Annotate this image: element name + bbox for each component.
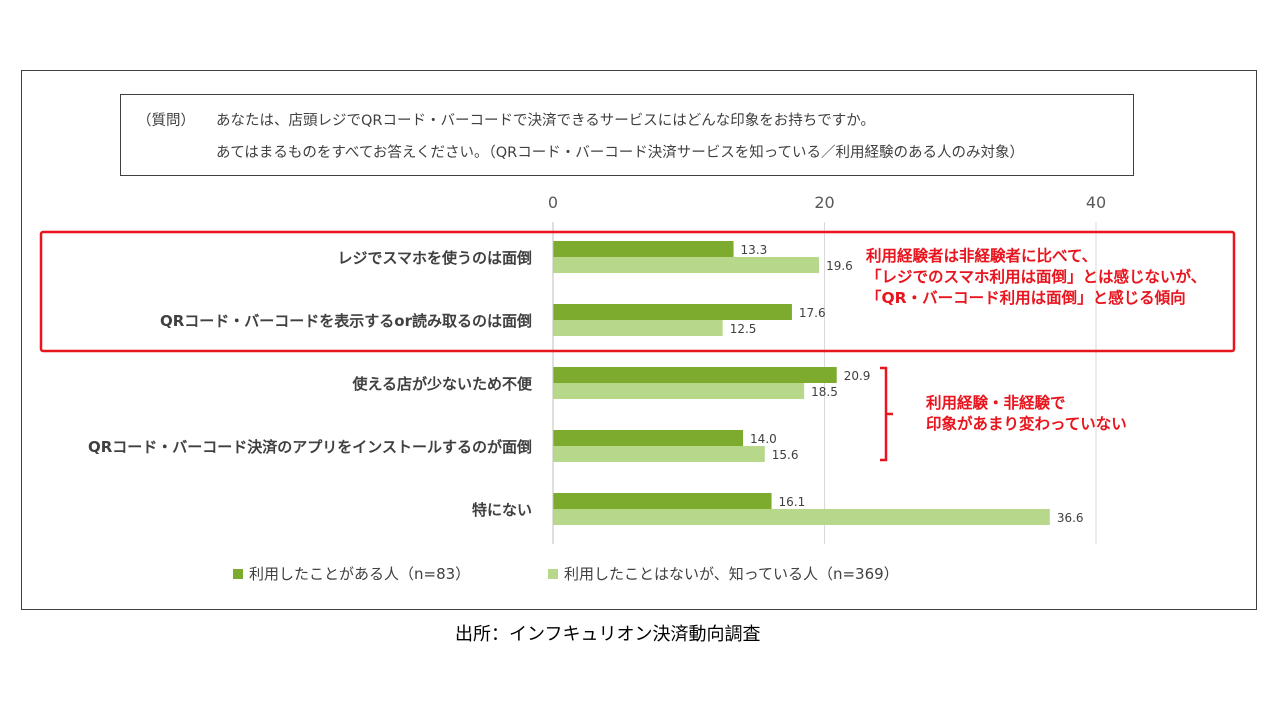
category-label: 使える店が少ないため不便 [351, 375, 533, 393]
bar-series-1 [553, 241, 734, 257]
callout-line: 「QR・バーコード利用は面倒」と感じる傾向 [866, 289, 1186, 307]
highlight-box [39, 230, 1236, 353]
question-box: （質問） あなたは、店頭レジでQRコード・バーコードで決済できるサービスにはどん… [120, 94, 1134, 176]
data-label: 15.6 [772, 448, 799, 462]
data-label: 17.6 [799, 306, 826, 320]
legend-label-series-1: 利用したことがある人（n=83） [249, 565, 471, 583]
x-tick-label: 40 [1086, 193, 1106, 212]
question-text-line1: あなたは、店頭レジでQRコード・バーコードで決済できるサービスにはどんな印象をお… [216, 113, 875, 129]
legend-label-series-2: 利用したことはないが、知っている人（n=369） [564, 565, 899, 583]
bar-series-2 [553, 257, 820, 273]
callout-experience-difference: 利用経験者は非経験者に比べて、 「レジでのスマホ利用は面倒」とは感じないが、 「… [866, 246, 1206, 309]
legend-series-1: 利用したことがある人（n=83） [233, 563, 470, 584]
legend-swatch-series-2 [548, 568, 558, 579]
callout-line: 印象があまり変わっていない [926, 415, 1127, 433]
data-label: 13.3 [741, 243, 768, 257]
bar-series-2 [553, 320, 723, 336]
category-label: QRコード・バーコードを表示するor読み取るのは面倒 [160, 312, 532, 330]
question-text-line2: あてはまるものをすべてお答えください。（QRコード・バーコード決済サービスを知っ… [216, 145, 1024, 161]
callout-line: 「レジでのスマホ利用は面倒」とは感じないが、 [866, 268, 1207, 286]
bar-series-1 [553, 304, 792, 320]
callout-no-difference: 利用経験・非経験で 印象があまり変わっていない [926, 393, 1127, 435]
bar-series-1 [553, 367, 837, 383]
data-label: 14.0 [750, 432, 777, 446]
bar-series-2 [553, 509, 1050, 525]
legend-swatch-series-1 [233, 568, 243, 579]
chart-frame [21, 70, 1257, 610]
data-label: 18.5 [811, 385, 838, 399]
data-label: 19.6 [826, 259, 853, 273]
bar-series-1 [553, 430, 744, 446]
data-label: 36.6 [1057, 511, 1084, 525]
data-label: 12.5 [730, 322, 757, 336]
x-tick-label: 20 [814, 193, 834, 212]
legend-series-2: 利用したことはないが、知っている人（n=369） [548, 563, 899, 584]
bar-series-2 [553, 383, 805, 399]
category-label: 特にない [472, 501, 532, 519]
question-label: （質問） [137, 113, 195, 129]
highlight-bracket [880, 366, 893, 462]
callout-line: 利用経験・非経験で [926, 394, 1066, 412]
x-tick-label: 0 [548, 193, 558, 212]
data-label: 16.1 [779, 495, 806, 509]
bar-series-1 [553, 493, 772, 509]
data-label: 20.9 [844, 369, 871, 383]
callout-line: 利用経験者は非経験者に比べて、 [866, 247, 1098, 265]
category-label: QRコード・バーコード決済のアプリをインストールするのが面倒 [88, 438, 532, 456]
bar-series-2 [553, 446, 765, 462]
category-label: レジでスマホを使うのは面倒 [337, 249, 532, 267]
source-note: 出所：インフキュリオン決済動向調査 [455, 624, 761, 645]
